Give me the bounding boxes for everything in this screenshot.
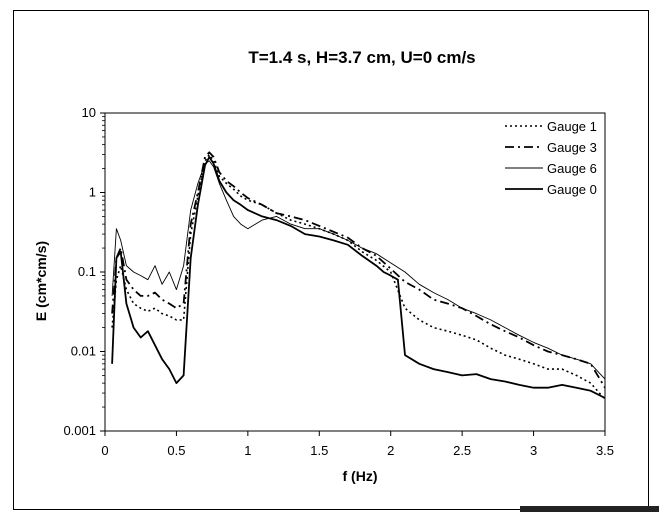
- x-tick-label: 2: [387, 443, 394, 458]
- y-tick-label: 0.1: [78, 264, 96, 279]
- y-tick-label: 0.01: [71, 344, 96, 359]
- series-line-gauge-6: [111, 160, 606, 380]
- x-tick-label: 1.5: [310, 443, 328, 458]
- chart-title: T=1.4 s, H=3.7 cm, U=0 cm/s: [248, 48, 475, 67]
- x-tick-label: 3.5: [596, 443, 614, 458]
- x-tick-label: 0.5: [167, 443, 185, 458]
- y-axis-label: E (cm*cm/s): [33, 241, 49, 321]
- chart-svg: T=1.4 s, H=3.7 cm, U=0 cm/s E (cm*cm/s) …: [33, 48, 614, 484]
- legend-label-gauge-1: Gauge 1: [547, 119, 597, 134]
- y-tick-label: 1: [89, 185, 96, 200]
- legend-label-gauge-3: Gauge 3: [547, 140, 597, 155]
- x-tick-label: 1: [244, 443, 251, 458]
- y-tick-label: 0.001: [63, 423, 96, 438]
- legend-label-gauge-6: Gauge 6: [547, 161, 597, 176]
- x-tick-label: 0: [101, 443, 108, 458]
- series-line-gauge-0: [111, 156, 606, 399]
- x-tick-label: 2.5: [453, 443, 471, 458]
- x-tick-label: 3: [530, 443, 537, 458]
- chart-frame: T=1.4 s, H=3.7 cm, U=0 cm/s E (cm*cm/s) …: [13, 10, 649, 510]
- legend-label-gauge-0: Gauge 0: [547, 182, 597, 197]
- y-tick-label: 10: [82, 105, 96, 120]
- series-line-gauge-3: [111, 151, 606, 389]
- x-axis-label: f (Hz): [343, 468, 378, 484]
- plot-area: [104, 112, 606, 432]
- scan-edge: [520, 506, 659, 512]
